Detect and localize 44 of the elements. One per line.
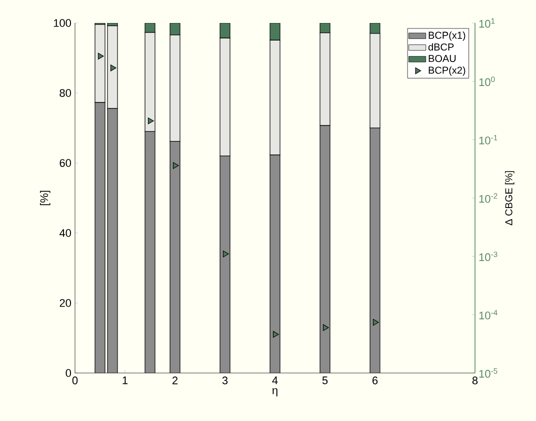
x-tick-label: 3 bbox=[222, 376, 228, 384]
bar bbox=[108, 108, 118, 373]
point bbox=[172, 162, 179, 169]
x-tick-label: 1 bbox=[122, 376, 128, 384]
y2-tick-label: 10$^{0}$ bbox=[479, 76, 495, 86]
x-tick-label: 6 bbox=[372, 376, 378, 384]
y-tick-label: 40 bbox=[59, 229, 72, 237]
point bbox=[372, 318, 379, 326]
point bbox=[322, 324, 329, 331]
x-tick-label: 2 bbox=[172, 376, 178, 384]
y2-tick-label: 10$^{-2}$ bbox=[479, 193, 498, 203]
y-axis-title: [%] bbox=[40, 190, 50, 206]
y2-tick-label: 10$^{-3}$ bbox=[479, 252, 498, 262]
y2-tick-label: 10$^{-5}$ bbox=[479, 368, 498, 378]
bar bbox=[95, 102, 105, 373]
point bbox=[98, 52, 104, 60]
x-tick-label: 4 bbox=[272, 376, 278, 384]
y2-tick-label: 10$^{1}$ bbox=[479, 18, 495, 28]
bar bbox=[270, 154, 280, 373]
point bbox=[148, 118, 154, 124]
point bbox=[272, 331, 279, 338]
bar bbox=[220, 156, 230, 373]
x-tick-label: 8 bbox=[472, 376, 478, 384]
bar bbox=[370, 128, 380, 373]
y2-tick-label: 10$^{-4}$ bbox=[479, 310, 498, 320]
bar bbox=[145, 132, 155, 373]
point bbox=[110, 64, 116, 72]
y-tick-label: 80 bbox=[60, 89, 72, 97]
x-tick-label: 0 bbox=[72, 376, 78, 384]
y-tick-label: 0 bbox=[66, 369, 72, 377]
y-tick-label: 60 bbox=[60, 159, 72, 167]
legend-label: BCP(x1) bbox=[428, 31, 466, 41]
y-tick-label: 100 bbox=[54, 19, 72, 27]
legend-label: BOAU bbox=[428, 54, 456, 62]
y-tick-label: 20 bbox=[60, 299, 72, 307]
bar bbox=[170, 141, 180, 373]
y2-axis-title: Δ CBGE [%] bbox=[504, 171, 514, 226]
bar bbox=[320, 126, 330, 373]
legend-label: dBCP bbox=[428, 43, 454, 51]
legend-label: BCP(x2) bbox=[428, 66, 466, 76]
y2-tick-label: 10$^{-1}$ bbox=[479, 134, 498, 144]
x-tick-label: 5 bbox=[322, 376, 328, 384]
x-axis-title: η bbox=[272, 388, 278, 396]
point bbox=[222, 250, 229, 258]
